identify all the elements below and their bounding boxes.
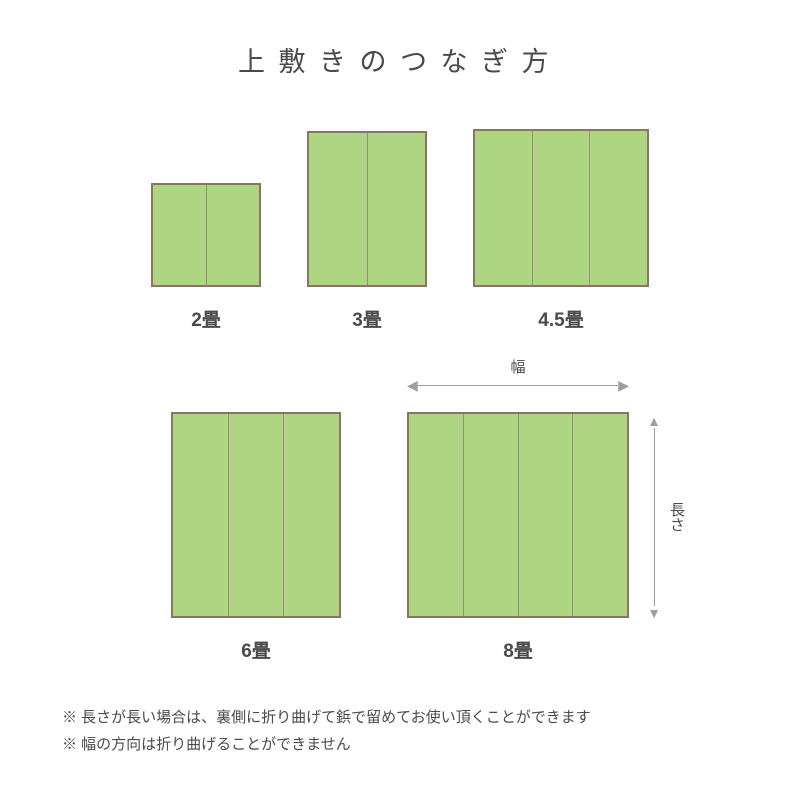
mat-3 [307,131,427,287]
mat-8: ▲ ▼ 長さ [407,412,629,618]
mat-panel [207,185,260,285]
mat-panel [573,414,627,616]
mat-label-8: 8畳 [503,636,533,663]
dimension-width: 幅 ◀ ▶ [407,378,629,392]
mat-panel [590,131,647,285]
mat-panel [309,133,368,285]
mat-panel [173,414,229,616]
mat-block-4p5: 4.5畳 [473,129,649,332]
notes: ※ 長さが長い場合は、裏側に折り曲げて鋲で留めてお使い頂くことができます ※ 幅… [62,704,738,758]
mat-block-8: 幅 ◀ ▶ ▲ ▼ 長さ 8畳 [407,412,629,663]
dimension-length: ▲ ▼ 長さ [645,414,663,620]
arrow-right-icon: ▶ [618,378,629,392]
arrow-down-icon: ▼ [647,606,661,620]
mat-6 [171,412,341,618]
mat-4p5 [473,129,649,287]
mat-panel [475,131,533,285]
note-line-2: ※ 幅の方向は折り曲げることができません [62,731,738,758]
mat-block-6: 6畳 [171,412,341,663]
mat-label-3: 3畳 [352,305,382,332]
mat-panel [153,185,207,285]
mat-2 [151,183,261,287]
mat-panel [368,133,426,285]
mat-panel [464,414,519,616]
page-title: 上敷きのつなぎ方 [0,0,800,99]
mat-label-2: 2畳 [191,305,221,332]
mat-row-1: 2畳 3畳 4.5畳 [0,129,800,332]
mat-row-2: 6畳 幅 ◀ ▶ ▲ ▼ 長さ 8畳 [0,412,800,663]
mat-panel [533,131,591,285]
mat-block-3: 3畳 [307,131,427,332]
mat-panel [519,414,574,616]
mat-label-6: 6畳 [241,636,271,663]
mat-panel [229,414,285,616]
mat-label-4p5: 4.5畳 [538,305,583,332]
dimension-length-label: 長さ [666,502,687,532]
arrow-up-icon: ▲ [647,414,661,428]
note-line-1: ※ 長さが長い場合は、裏側に折り曲げて鋲で留めてお使い頂くことができます [62,704,738,731]
arrow-left-icon: ◀ [407,378,418,392]
dimension-width-line [418,385,618,386]
mat-panel [409,414,464,616]
dimension-length-line [654,428,655,606]
dimension-width-label: 幅 [510,356,525,377]
mat-block-2: 2畳 [151,183,261,332]
mat-panel [284,414,339,616]
